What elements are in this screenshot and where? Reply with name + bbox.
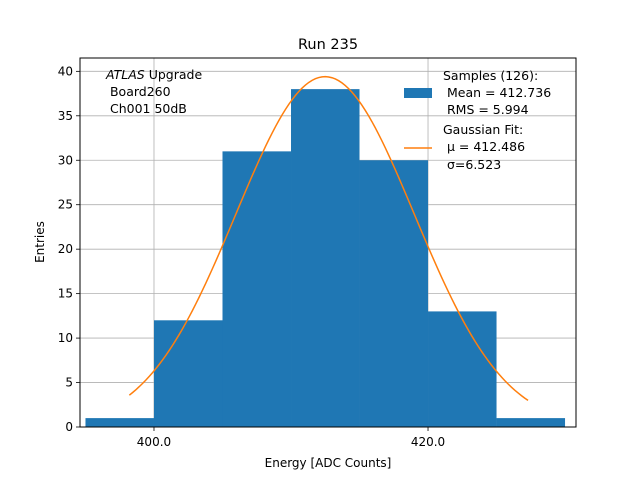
histogram-bar xyxy=(428,311,497,427)
y-tick-label: 20 xyxy=(58,242,73,256)
y-tick-label: 15 xyxy=(58,287,73,301)
legend-samples-swatch xyxy=(404,88,432,98)
y-tick-label: 35 xyxy=(58,109,73,123)
x-tick-label: 420.0 xyxy=(411,435,445,449)
y-tick-label: 40 xyxy=(58,64,73,78)
legend-fit-line-2: μ = 412.486 xyxy=(443,139,525,154)
gaussian-fit xyxy=(128,75,529,402)
annotation-line-2: Board260 xyxy=(106,84,171,99)
legend-samples-line-3: RMS = 5.994 xyxy=(443,102,529,117)
y-tick-label: 5 xyxy=(65,376,73,390)
axis-ticks: 0 5 10 15 20 25 30 35 40 400.0 420.0 xyxy=(58,64,445,449)
histogram-bar xyxy=(291,89,360,427)
y-tick-label: 30 xyxy=(58,153,73,167)
legend-fit-line-1: Gaussian Fit: xyxy=(443,122,523,137)
y-tick-label: 25 xyxy=(58,198,73,212)
legend-fit-line-3: σ=6.523 xyxy=(443,157,501,172)
y-axis-label: Entries xyxy=(33,221,47,263)
x-tick-label: 400.0 xyxy=(137,435,171,449)
annotation-line-3: Ch001 50dB xyxy=(106,101,187,116)
histogram-bar xyxy=(85,418,154,427)
histogram-bar xyxy=(496,418,566,427)
plot-frame xyxy=(79,57,577,428)
legend-samples-line-2: Mean = 412.736 xyxy=(443,85,551,100)
gaussian-fit-line xyxy=(128,75,529,402)
y-tick-label: 10 xyxy=(58,331,73,345)
info-annotation: ATLAS Upgrade Board260 Ch001 50dB xyxy=(105,67,202,116)
histogram-bars xyxy=(85,89,566,428)
y-tick-label: 0 xyxy=(65,420,73,434)
annotation-line-1: ATLAS Upgrade xyxy=(105,67,202,82)
histogram-bar xyxy=(359,160,429,428)
histogram-bar xyxy=(222,151,292,427)
legend-samples-line-1: Samples (126): xyxy=(443,68,538,83)
x-axis-label: Energy [ADC Counts] xyxy=(265,456,392,470)
legend: Samples (126): Mean = 412.736 RMS = 5.99… xyxy=(404,68,551,172)
histogram-bar xyxy=(153,320,223,427)
chart-title: Run 235 xyxy=(298,37,358,53)
